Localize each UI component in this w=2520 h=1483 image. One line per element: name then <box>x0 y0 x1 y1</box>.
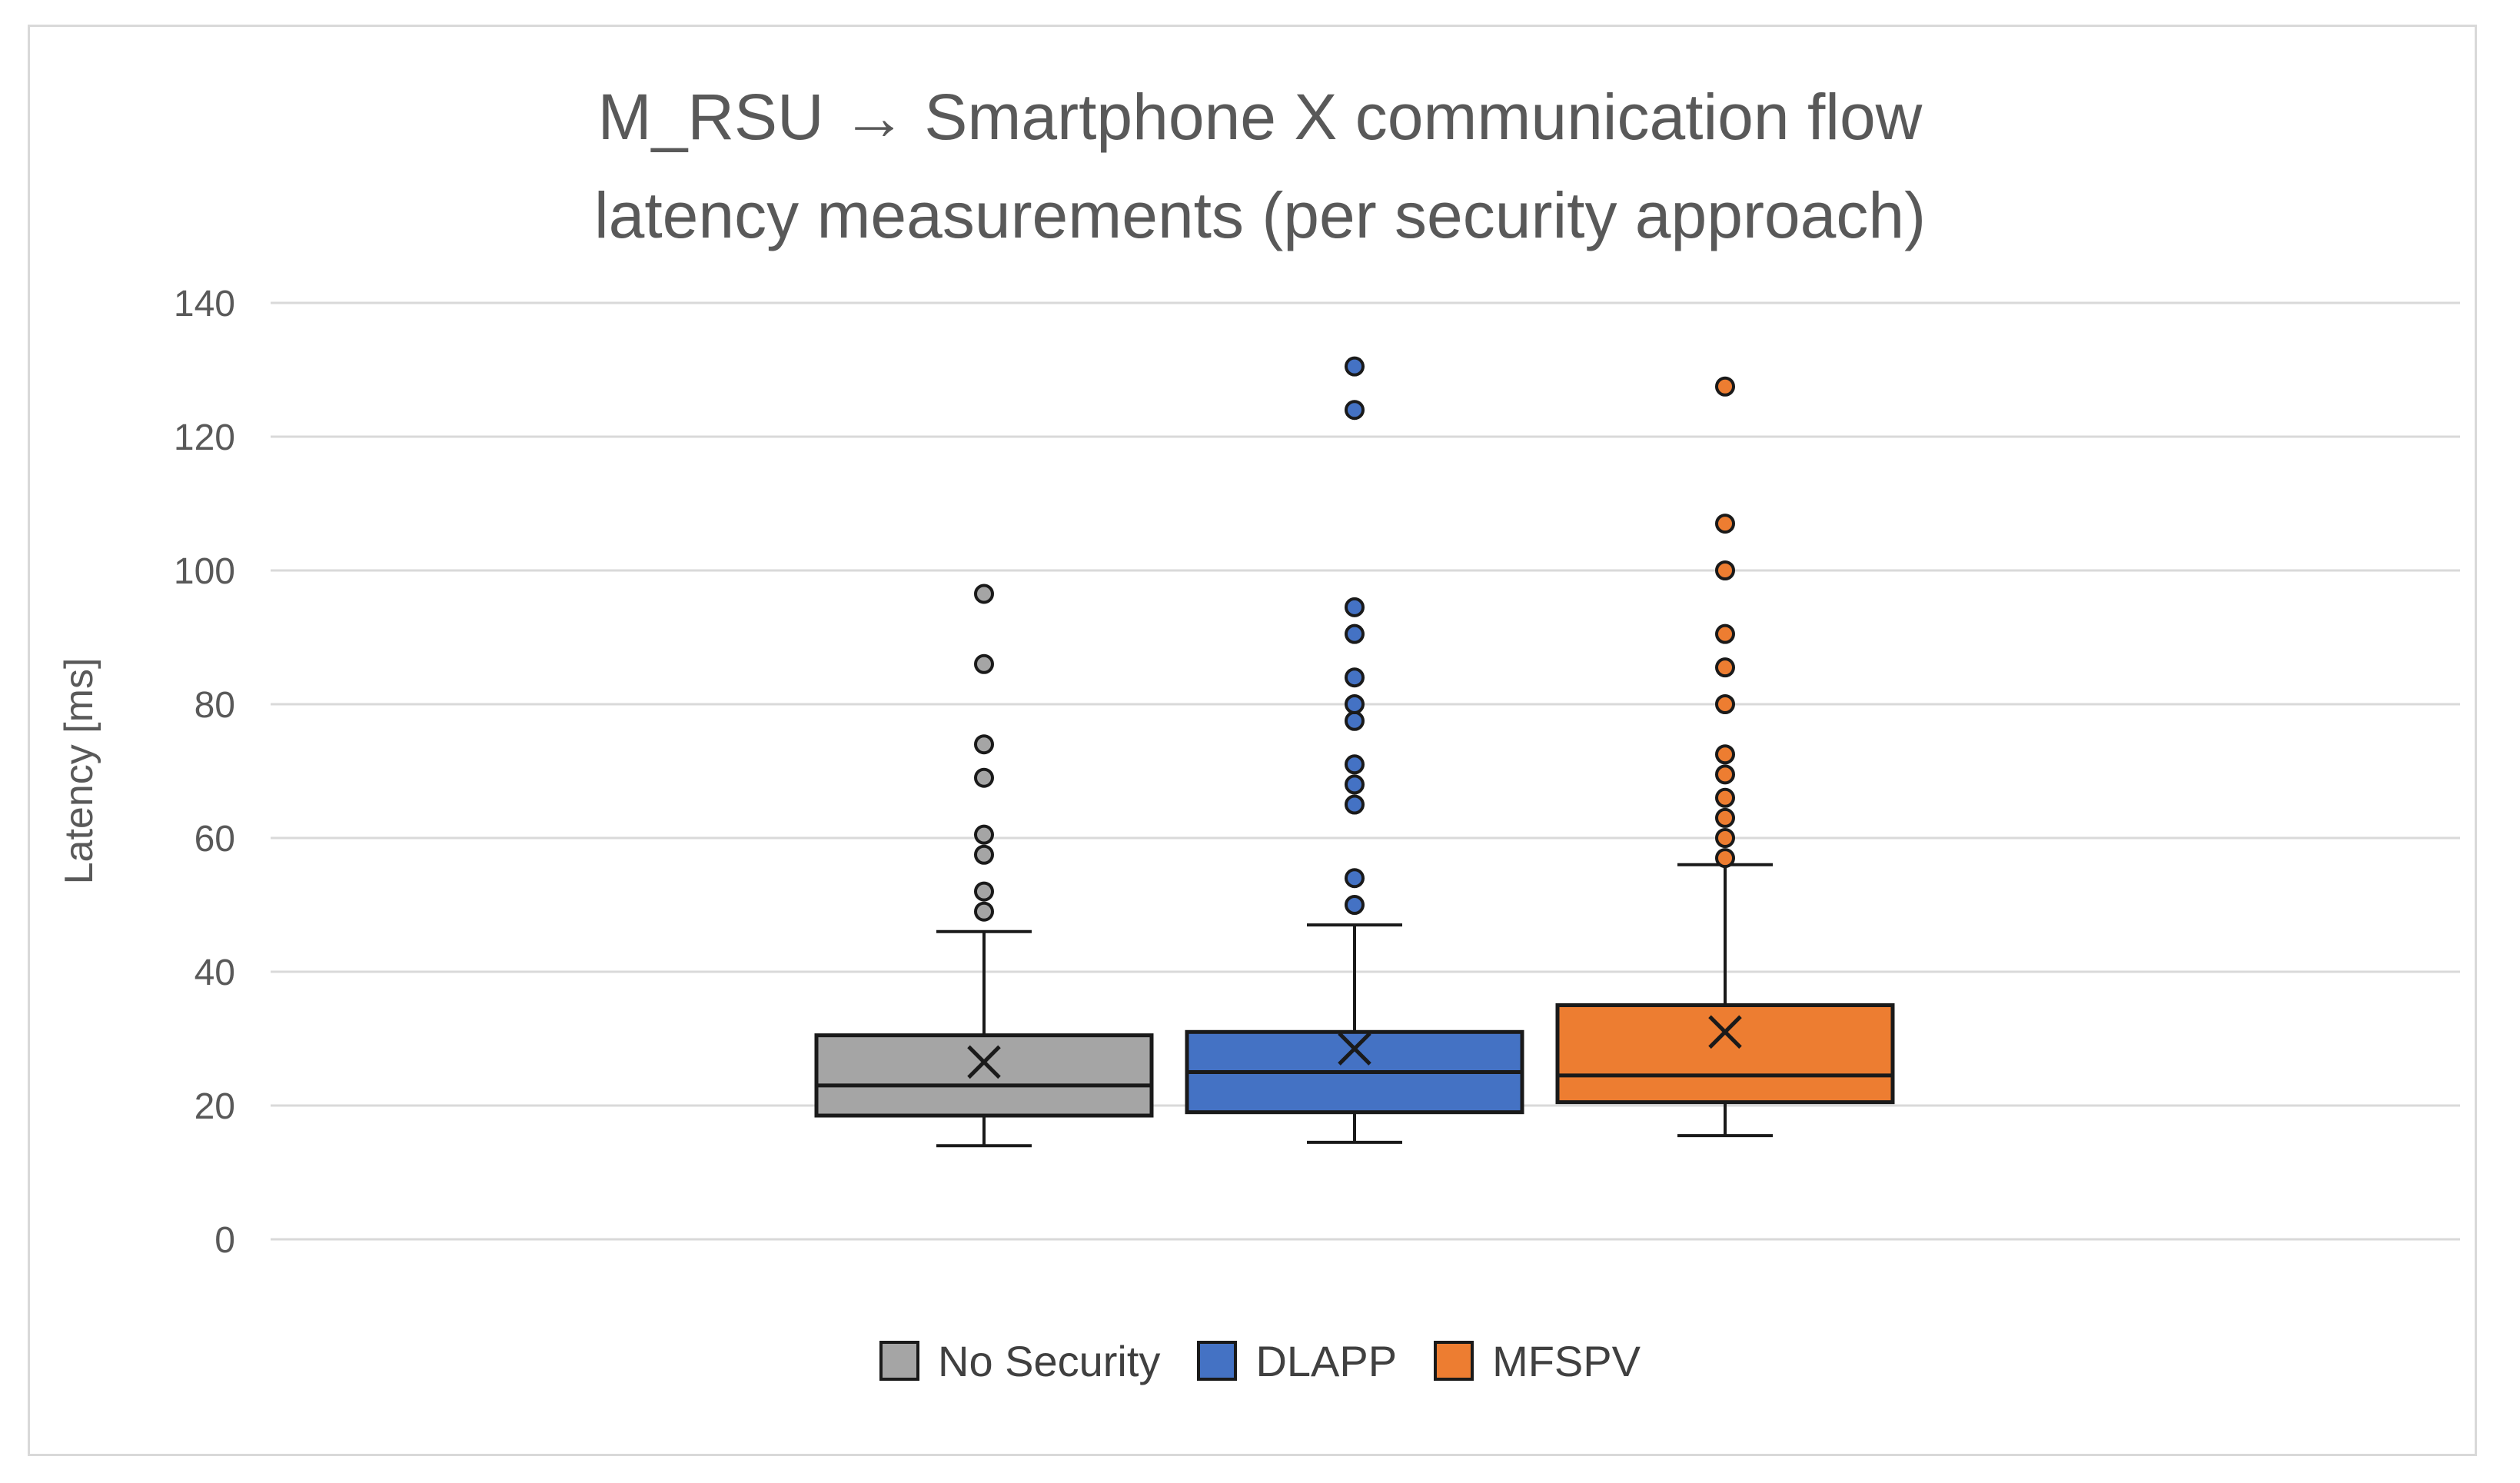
y-tick-label-80: 80 <box>194 685 235 726</box>
outlier-dlapp-8 <box>1345 623 1365 644</box>
outlier-no-security-0 <box>974 901 994 922</box>
mean-marker-no-security <box>967 1045 1001 1079</box>
outlier-mfspv-8 <box>1715 623 1735 644</box>
outlier-dlapp-10 <box>1345 400 1365 421</box>
legend-swatch-mfspv <box>1434 1341 1474 1381</box>
y-tick-label-0: 0 <box>214 1220 235 1261</box>
mean-marker-dlapp <box>1338 1032 1371 1066</box>
outlier-dlapp-1 <box>1345 868 1365 889</box>
outlier-no-security-6 <box>974 653 994 674</box>
y-axis-ticks: 0 20 40 60 80 100 120 140 <box>174 284 235 1261</box>
box-iqr-no-security <box>814 1033 1154 1118</box>
legend-swatch-dlapp <box>1197 1341 1238 1381</box>
chart-title: M_RSU → Smartphone X communication flow … <box>0 68 2520 264</box>
y-axis-label: Latency [ms] <box>57 658 101 885</box>
box-iqr-mfspv <box>1555 1003 1895 1105</box>
outlier-dlapp-6 <box>1345 694 1365 714</box>
outlier-dlapp-5 <box>1345 710 1365 731</box>
legend-item-mfspv[interactable]: MFSPV <box>1434 1336 1641 1386</box>
outlier-mfspv-2 <box>1715 807 1735 828</box>
outlier-dlapp-7 <box>1345 667 1365 688</box>
y-tick-label-20: 20 <box>194 1086 235 1127</box>
box-series <box>814 356 1895 1148</box>
y-tick-label-120: 120 <box>174 417 235 458</box>
outlier-no-security-3 <box>974 824 994 845</box>
outlier-no-security-4 <box>974 767 994 788</box>
outlier-mfspv-10 <box>1715 514 1735 534</box>
outlier-no-security-2 <box>974 844 994 865</box>
chart-title-line-1: M_RSU → Smartphone X communication flow <box>597 81 1923 153</box>
outlier-dlapp-0 <box>1345 895 1365 915</box>
box-dlapp <box>1185 356 1524 1144</box>
outlier-no-security-5 <box>974 734 994 755</box>
y-tick-label-100: 100 <box>174 551 235 592</box>
legend-label-dlapp: DLAPP <box>1255 1336 1398 1385</box>
outlier-dlapp-11 <box>1345 356 1365 377</box>
outlier-dlapp-2 <box>1345 794 1365 815</box>
outlier-no-security-1 <box>974 881 994 902</box>
outlier-mfspv-6 <box>1715 694 1735 714</box>
chart-title-line-2: latency measurements (per security appro… <box>593 179 1927 251</box>
box-no-security <box>814 584 1154 1148</box>
legend: No Security DLAPP MFSPV <box>0 1330 2520 1392</box>
legend-label-mfspv: MFSPV <box>1492 1336 1641 1385</box>
outlier-mfspv-3 <box>1715 787 1735 808</box>
outlier-dlapp-3 <box>1345 774 1365 795</box>
outlier-no-security-7 <box>974 584 994 604</box>
outlier-mfspv-7 <box>1715 657 1735 678</box>
outlier-mfspv-5 <box>1715 744 1735 765</box>
outlier-mfspv-11 <box>1715 376 1735 397</box>
outlier-mfspv-1 <box>1715 828 1735 848</box>
legend-item-dlapp[interactable]: DLAPP <box>1197 1336 1397 1386</box>
y-tick-label-60: 60 <box>194 819 235 860</box>
legend-swatch-no-security <box>879 1341 919 1381</box>
outlier-mfspv-9 <box>1715 560 1735 580</box>
outlier-dlapp-9 <box>1345 597 1365 617</box>
chart-frame <box>28 25 2477 1456</box>
outlier-mfspv-0 <box>1715 848 1735 869</box>
mean-marker-mfspv <box>1708 1015 1742 1049</box>
y-tick-label-140: 140 <box>174 284 235 324</box>
box-mfspv <box>1555 376 1895 1138</box>
outlier-dlapp-4 <box>1345 754 1365 775</box>
legend-label-no-security: No Security <box>938 1336 1161 1385</box>
gridlines <box>271 301 2460 1107</box>
legend-item-no-security[interactable]: No Security <box>879 1336 1160 1386</box>
outlier-mfspv-4 <box>1715 764 1735 785</box>
y-tick-label-40: 40 <box>194 953 235 993</box>
